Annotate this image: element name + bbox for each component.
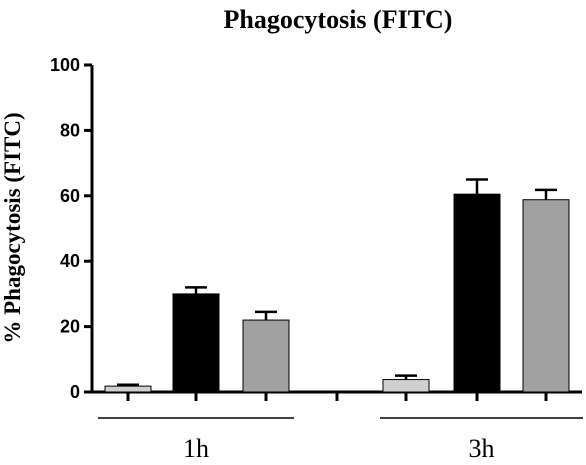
bar-3h-1	[382, 379, 430, 393]
axes: 0 20 40 60 80 100	[50, 55, 582, 402]
y-tick-label: 100	[50, 55, 80, 75]
y-tick-label: 60	[60, 186, 80, 206]
chart-title: Phagocytosis (FITC)	[224, 5, 453, 34]
y-tick-label: 20	[60, 317, 80, 337]
y-tick-label: 0	[70, 382, 80, 402]
group-labels: 1h 3h	[98, 417, 583, 463]
y-axis-label: % Phagocytosis (FITC)	[0, 112, 25, 343]
y-tick-label: 40	[60, 251, 80, 271]
bar-1h-3	[242, 319, 290, 393]
bar-3h-2	[453, 193, 501, 393]
bar-1h-1	[104, 385, 152, 393]
bar-1h-2	[172, 293, 220, 393]
bar-3h-3	[522, 199, 570, 393]
group-label-1h: 1h	[183, 434, 209, 463]
y-tick-label: 80	[60, 120, 80, 140]
bars	[104, 178, 570, 393]
group-label-3h: 3h	[469, 434, 495, 463]
